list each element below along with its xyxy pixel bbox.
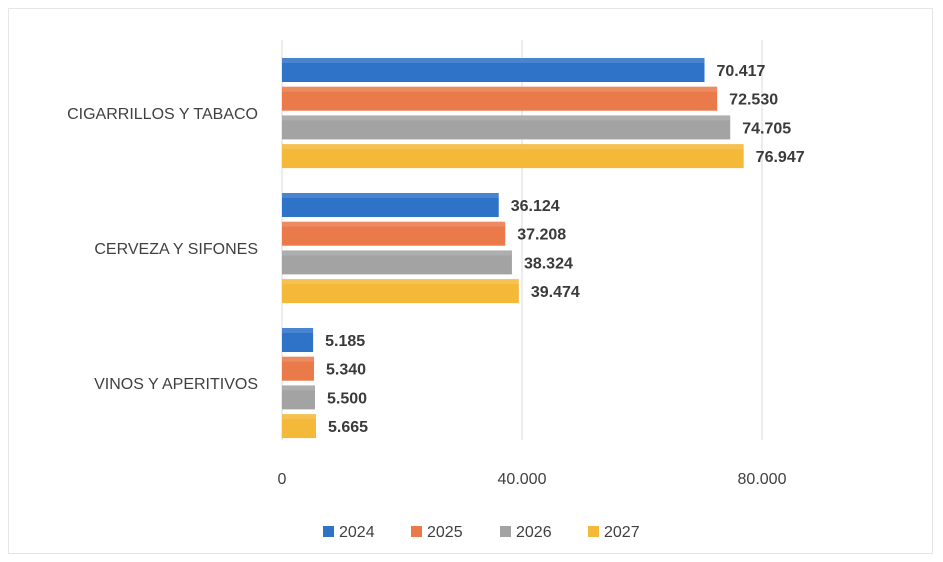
- bar-highlight: [282, 58, 705, 63]
- bar-2026-1: [282, 115, 731, 140]
- bar-highlight: [282, 385, 315, 391]
- legend-swatch: [500, 526, 511, 537]
- legend: 2024 2025 2026 2027: [323, 524, 640, 541]
- legend-label: 2025: [427, 524, 463, 541]
- bar-highlight: [282, 221, 506, 227]
- x-tick-label: 40.000: [498, 471, 547, 488]
- category-label: CERVEZA Y SIFONES: [94, 241, 258, 258]
- bar-2025-3: [282, 356, 315, 381]
- data-label: 72.530: [729, 92, 778, 109]
- legend-swatch: [588, 526, 599, 537]
- bar-2027-3: [282, 414, 316, 439]
- data-label: 74.705: [742, 120, 791, 137]
- bar-highlight: [282, 279, 519, 285]
- category-label: VINOS Y APERITIVOS: [94, 376, 258, 393]
- bar-2026-2: [282, 250, 512, 275]
- bar-2024-1: [282, 58, 705, 82]
- bar-highlight: [282, 193, 499, 198]
- category-labels: CIGARRILLOS Y TABACO CERVEZA Y SIFONES VIN…: [67, 106, 258, 393]
- bar-2027-2: [282, 279, 519, 304]
- legend-label: 2026: [516, 524, 552, 541]
- data-label: 39.474: [531, 284, 580, 301]
- legend-label: 2027: [604, 524, 640, 541]
- bar-2024-3: [282, 328, 314, 352]
- x-axis-tick-labels: 0 40.000 80.000: [278, 471, 787, 488]
- bar-highlight: [282, 144, 744, 150]
- bar-2025-2: [282, 221, 506, 246]
- category-label: CIGARRILLOS Y TABACO: [67, 106, 258, 123]
- data-label: 5.185: [325, 333, 365, 350]
- data-labels: 70.417 72.530 74.705 76.947 36.124 37.208 38.3…: [325, 63, 805, 436]
- bar-highlight: [282, 414, 316, 420]
- legend-label: 2024: [339, 524, 375, 541]
- bar-2027-1: [282, 144, 744, 169]
- data-label: 37.208: [517, 227, 566, 244]
- data-label: 36.124: [511, 198, 560, 215]
- bar-highlight: [282, 356, 315, 362]
- x-tick-label: 0: [278, 471, 287, 488]
- bar-highlight: [282, 250, 512, 256]
- bar-highlight: [282, 115, 731, 121]
- data-label: 70.417: [717, 63, 766, 80]
- bar-highlight: [282, 86, 718, 92]
- bars: [282, 58, 744, 439]
- data-label: 5.340: [326, 362, 366, 379]
- legend-swatch: [411, 526, 422, 537]
- x-tick-label: 80.000: [738, 471, 787, 488]
- bar-highlight: [282, 328, 314, 333]
- bar-2025-1: [282, 86, 718, 111]
- data-label: 5.665: [328, 419, 368, 436]
- data-label: 38.324: [524, 255, 573, 272]
- legend-swatch: [323, 526, 334, 537]
- bar-2024-2: [282, 193, 499, 217]
- data-label: 76.947: [756, 149, 805, 166]
- data-label: 5.500: [327, 390, 367, 407]
- bar-2026-3: [282, 385, 315, 410]
